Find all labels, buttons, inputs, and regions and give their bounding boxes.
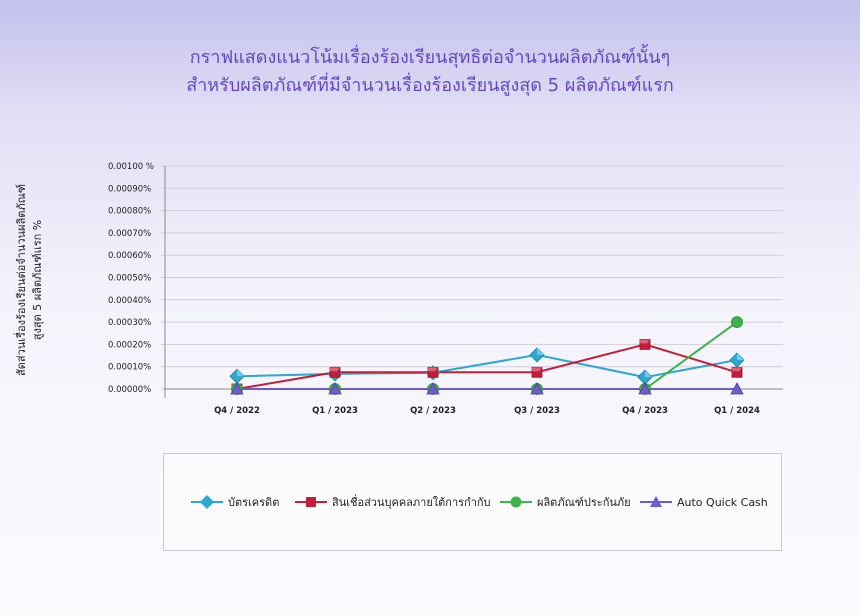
series-1-point xyxy=(637,369,653,385)
legend-label-2: สินเชื่อส่วนบุคคลภายใต้การกำกับ xyxy=(332,496,491,509)
series-line-1 xyxy=(236,353,738,379)
y-tick-label: 0.00070% xyxy=(108,229,151,239)
series-4-point xyxy=(530,382,544,395)
legend-label-1: บัตรเครดิต xyxy=(228,496,280,509)
series-4-point xyxy=(730,382,744,395)
y-tick-label: 0.00040% xyxy=(108,296,151,306)
series-4-point xyxy=(638,382,652,395)
legend-item-1: บัตรเครดิต xyxy=(190,492,279,512)
legend-label-3: ผลิตภัณฑ์ประกันภัย xyxy=(537,496,631,509)
series-4-point xyxy=(230,382,244,395)
y-tick-label: 0.00000% xyxy=(108,385,151,395)
series-1-point xyxy=(529,347,545,363)
y-tick-label: 0.00060% xyxy=(108,251,151,261)
y-tick-label: 0.00080% xyxy=(108,207,151,217)
legend-swatch-1 xyxy=(191,495,223,509)
x-tick-label: Q1 / 2024 xyxy=(714,406,760,416)
legend-label-4: Auto Quick Cash xyxy=(677,495,768,509)
chart-title-line1: กราฟแสดงแนวโน้มเรื่องร้องเรียนสุทธิต่อจำ… xyxy=(189,47,671,68)
x-tick-label: Q4 / 2022 xyxy=(214,406,260,416)
series-3-point xyxy=(731,316,743,329)
series-line-2 xyxy=(236,343,738,390)
series-4-point xyxy=(328,382,342,395)
y-tick-label: 0.00090% xyxy=(108,184,151,194)
legend-swatch-2 xyxy=(295,497,327,507)
chart-title: กราฟแสดงแนวโน้มเรื่องร้องเรียนสุทธิต่อจำ… xyxy=(0,44,860,100)
legend-row: บัตรเครดิต สินเชื่อส่วนบุคคลภายใต้การกำกั… xyxy=(164,492,781,512)
series-2-point xyxy=(531,366,543,378)
series-2-point xyxy=(639,338,651,350)
series-1-point xyxy=(229,368,245,384)
series-line-3 xyxy=(237,321,738,390)
chart-title-line2: สำหรับผลิตภัณฑ์ที่มีจำนวนเรื่องร้องเรียน… xyxy=(186,75,674,96)
legend-item-2: สินเชื่อส่วนบุคคลภายใต้การกำกับ xyxy=(294,492,491,512)
legend-swatch-4 xyxy=(640,496,672,507)
x-tick-label: Q2 / 2023 xyxy=(410,406,456,416)
legend-item-3: ผลิตภัณฑ์ประกันภัย xyxy=(499,492,631,512)
series-2-point xyxy=(427,366,439,378)
series-4-point xyxy=(426,382,440,395)
legend-item-4: Auto Quick Cash xyxy=(639,492,768,512)
y-tick-label: 0.00100 % xyxy=(108,162,154,172)
x-tick-label: Q1 / 2023 xyxy=(312,406,358,416)
series-1-point xyxy=(729,352,745,368)
y-tick-label: 0.00050% xyxy=(108,274,151,284)
series-2-point xyxy=(329,366,341,378)
y-tick-label: 0.00020% xyxy=(108,340,151,350)
y-tick-label: 0.00010% xyxy=(108,363,151,373)
legend-swatch-3 xyxy=(500,496,532,508)
x-tick-label: Q3 / 2023 xyxy=(514,406,560,416)
x-tick-label: Q4 / 2023 xyxy=(622,406,668,416)
series-2-point xyxy=(731,366,743,378)
y-tick-label: 0.00030% xyxy=(108,318,151,328)
legend: บัตรเครดิต สินเชื่อส่วนบุคคลภายใต้การกำกั… xyxy=(163,453,782,551)
